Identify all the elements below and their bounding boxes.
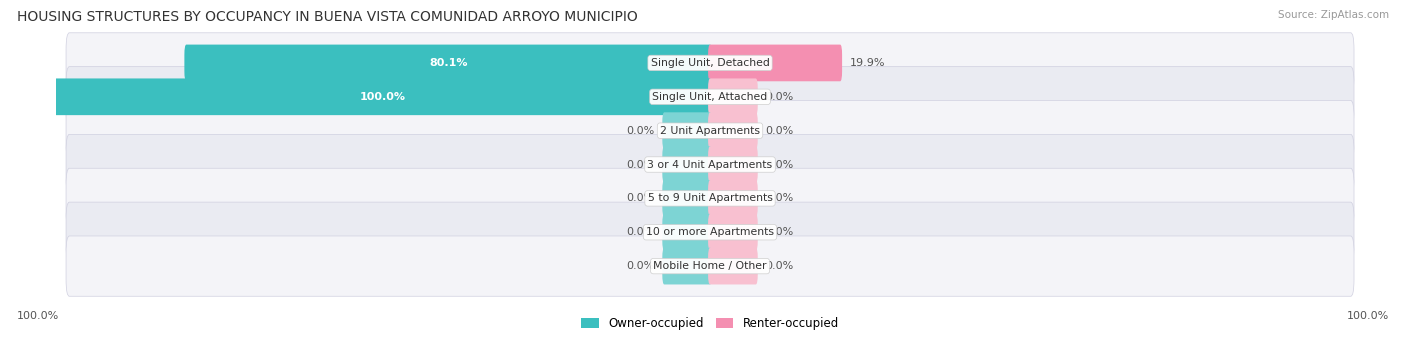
Text: Mobile Home / Other: Mobile Home / Other bbox=[654, 261, 766, 271]
FancyBboxPatch shape bbox=[66, 134, 1354, 195]
Text: 10 or more Apartments: 10 or more Apartments bbox=[645, 227, 775, 237]
Text: 100.0%: 100.0% bbox=[1347, 311, 1389, 321]
Text: Single Unit, Detached: Single Unit, Detached bbox=[651, 58, 769, 68]
FancyBboxPatch shape bbox=[184, 45, 711, 81]
FancyBboxPatch shape bbox=[662, 214, 711, 251]
Text: 3 or 4 Unit Apartments: 3 or 4 Unit Apartments bbox=[648, 160, 772, 169]
Text: Single Unit, Attached: Single Unit, Attached bbox=[652, 92, 768, 102]
Text: 19.9%: 19.9% bbox=[851, 58, 886, 68]
Text: 0.0%: 0.0% bbox=[766, 92, 794, 102]
Text: 2 Unit Apartments: 2 Unit Apartments bbox=[659, 126, 761, 136]
FancyBboxPatch shape bbox=[66, 66, 1354, 127]
FancyBboxPatch shape bbox=[66, 33, 1354, 93]
FancyBboxPatch shape bbox=[66, 101, 1354, 161]
Text: 0.0%: 0.0% bbox=[626, 193, 654, 203]
Text: 0.0%: 0.0% bbox=[766, 227, 794, 237]
FancyBboxPatch shape bbox=[709, 180, 758, 217]
FancyBboxPatch shape bbox=[66, 236, 1354, 296]
FancyBboxPatch shape bbox=[662, 146, 711, 183]
Text: 0.0%: 0.0% bbox=[766, 193, 794, 203]
FancyBboxPatch shape bbox=[709, 146, 758, 183]
FancyBboxPatch shape bbox=[662, 112, 711, 149]
Text: 0.0%: 0.0% bbox=[766, 261, 794, 271]
Text: 0.0%: 0.0% bbox=[766, 160, 794, 169]
Text: Source: ZipAtlas.com: Source: ZipAtlas.com bbox=[1278, 10, 1389, 20]
Text: 100.0%: 100.0% bbox=[17, 311, 59, 321]
Text: 0.0%: 0.0% bbox=[766, 126, 794, 136]
Text: 0.0%: 0.0% bbox=[626, 126, 654, 136]
Text: 0.0%: 0.0% bbox=[626, 261, 654, 271]
FancyBboxPatch shape bbox=[709, 214, 758, 251]
Text: 80.1%: 80.1% bbox=[429, 58, 467, 68]
FancyBboxPatch shape bbox=[66, 202, 1354, 262]
FancyBboxPatch shape bbox=[55, 78, 711, 115]
FancyBboxPatch shape bbox=[66, 168, 1354, 228]
FancyBboxPatch shape bbox=[662, 248, 711, 284]
Text: 0.0%: 0.0% bbox=[626, 160, 654, 169]
FancyBboxPatch shape bbox=[662, 180, 711, 217]
Legend: Owner-occupied, Renter-occupied: Owner-occupied, Renter-occupied bbox=[576, 312, 844, 335]
Text: 5 to 9 Unit Apartments: 5 to 9 Unit Apartments bbox=[648, 193, 772, 203]
Text: 0.0%: 0.0% bbox=[626, 227, 654, 237]
Text: HOUSING STRUCTURES BY OCCUPANCY IN BUENA VISTA COMUNIDAD ARROYO MUNICIPIO: HOUSING STRUCTURES BY OCCUPANCY IN BUENA… bbox=[17, 10, 638, 24]
FancyBboxPatch shape bbox=[709, 112, 758, 149]
Text: 100.0%: 100.0% bbox=[360, 92, 406, 102]
FancyBboxPatch shape bbox=[709, 45, 842, 81]
FancyBboxPatch shape bbox=[709, 78, 758, 115]
FancyBboxPatch shape bbox=[709, 248, 758, 284]
